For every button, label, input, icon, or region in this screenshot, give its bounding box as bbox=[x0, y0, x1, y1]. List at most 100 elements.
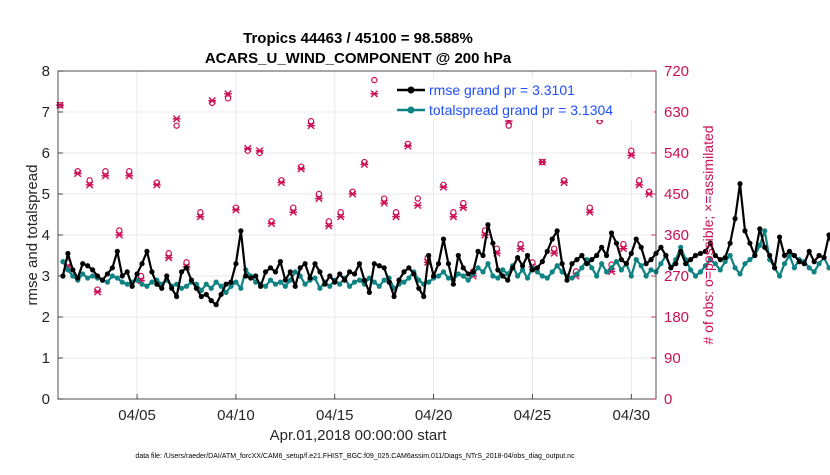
obs-possible-point bbox=[116, 227, 123, 234]
rmse-point bbox=[697, 250, 704, 257]
spread-point bbox=[776, 273, 783, 279]
spread-point bbox=[228, 283, 234, 289]
obs-assimilated-point bbox=[585, 208, 594, 216]
rmse-point bbox=[623, 261, 629, 267]
rmse-point bbox=[342, 277, 348, 283]
spread-point bbox=[544, 275, 550, 281]
y-axis-label: rmse and totalspread bbox=[24, 165, 41, 306]
spread-point bbox=[678, 244, 684, 250]
rmse-point bbox=[500, 273, 506, 279]
spread-point bbox=[574, 271, 580, 277]
rmse-point bbox=[599, 244, 605, 250]
rmse-point bbox=[65, 250, 71, 257]
spread-point bbox=[603, 269, 610, 275]
legend-spread-label: totalspread grand pr = 3.1304 bbox=[429, 102, 613, 118]
rmse-point bbox=[322, 281, 328, 287]
y-tick-label: 0 bbox=[42, 391, 50, 408]
obs-possible-point bbox=[414, 195, 421, 202]
spread-point bbox=[722, 259, 728, 265]
spread-point bbox=[613, 259, 620, 265]
spread-point bbox=[356, 277, 363, 283]
rmse-point bbox=[75, 275, 81, 281]
spread-point bbox=[376, 283, 382, 289]
rmse-point bbox=[99, 277, 106, 283]
legend-rmse-marker bbox=[407, 86, 415, 94]
spread-point bbox=[218, 283, 224, 289]
rmse-point bbox=[524, 252, 531, 259]
rmse-point bbox=[515, 254, 521, 261]
x-axis-label: Apr.01,2018 00:00:00 start bbox=[270, 427, 448, 444]
rmse-point bbox=[317, 269, 323, 275]
obs-possible-point bbox=[380, 195, 388, 202]
rmse-point bbox=[376, 263, 382, 269]
rmse-point bbox=[633, 236, 639, 242]
rmse-point bbox=[781, 252, 788, 259]
obs-assimilated-point bbox=[560, 178, 568, 187]
y-tick-label: 8 bbox=[42, 63, 50, 80]
spread-point bbox=[495, 275, 501, 281]
rmse-point bbox=[356, 261, 363, 267]
rmse-point bbox=[277, 259, 283, 265]
rmse-point bbox=[816, 252, 822, 259]
rmse-point bbox=[193, 285, 199, 291]
spread-point bbox=[465, 277, 471, 283]
rmse-point bbox=[683, 261, 689, 267]
rmse-point bbox=[707, 240, 713, 246]
spread-point bbox=[312, 275, 318, 281]
spread-point bbox=[786, 252, 793, 259]
rmse-point bbox=[613, 240, 620, 246]
spread-point bbox=[238, 285, 244, 291]
rmse-point bbox=[312, 261, 318, 267]
rmse-point bbox=[139, 261, 145, 267]
spread-point bbox=[262, 283, 269, 289]
rmse-point bbox=[796, 259, 802, 265]
spread-point bbox=[119, 279, 125, 285]
spread-point bbox=[351, 279, 358, 285]
rmse-point bbox=[465, 271, 471, 277]
spread-point bbox=[149, 279, 155, 285]
rmse-point bbox=[678, 248, 684, 254]
spread-point bbox=[579, 265, 585, 271]
spread-point bbox=[440, 269, 447, 275]
rmse-point bbox=[248, 275, 254, 281]
obs-assimilated-point bbox=[255, 147, 264, 155]
rmse-point bbox=[272, 269, 279, 275]
rmse-point bbox=[228, 279, 234, 285]
obs-assimilated-point bbox=[627, 151, 636, 159]
rmse-point bbox=[722, 254, 728, 261]
spread-point bbox=[762, 228, 768, 234]
rmse-point bbox=[80, 261, 86, 267]
obs-assimilated-point bbox=[289, 208, 298, 216]
rmse-point bbox=[421, 293, 427, 300]
spread-point bbox=[70, 273, 76, 279]
x-tick-label: 04/10 bbox=[217, 407, 255, 424]
rmse-point bbox=[490, 240, 496, 246]
obs-assimilated-point bbox=[336, 213, 345, 221]
spread-point bbox=[643, 273, 649, 279]
y-tick-label: 1 bbox=[42, 350, 50, 367]
obs-assimilated-point bbox=[516, 244, 525, 253]
y-tick-label: 6 bbox=[42, 145, 50, 162]
y2-tick-label: 90 bbox=[664, 350, 681, 367]
rmse-point bbox=[198, 293, 204, 300]
rmse-point bbox=[460, 265, 466, 271]
rmse-point bbox=[455, 252, 461, 259]
spread-point bbox=[737, 271, 743, 277]
rmse-point bbox=[608, 230, 615, 236]
spread-point bbox=[327, 283, 333, 289]
rmse-point bbox=[687, 257, 694, 263]
rmse-point bbox=[218, 291, 224, 298]
x-tick-label: 04/15 bbox=[316, 407, 354, 424]
spread-point bbox=[85, 275, 91, 281]
obs-possible-point bbox=[505, 122, 512, 129]
obs-assimilated-point bbox=[93, 288, 102, 296]
obs-possible-point bbox=[371, 76, 378, 84]
rmse-line bbox=[61, 182, 830, 306]
spread-point bbox=[124, 281, 130, 287]
rmse-point bbox=[144, 248, 150, 254]
obs-assimilated-point bbox=[277, 178, 286, 187]
rmse-point bbox=[727, 240, 733, 246]
rmse-point bbox=[791, 252, 797, 259]
x-axis-ticks: 04/05 04/10 04/15 04/20 04/25 04/30 bbox=[118, 394, 650, 424]
rmse-point bbox=[178, 269, 185, 275]
